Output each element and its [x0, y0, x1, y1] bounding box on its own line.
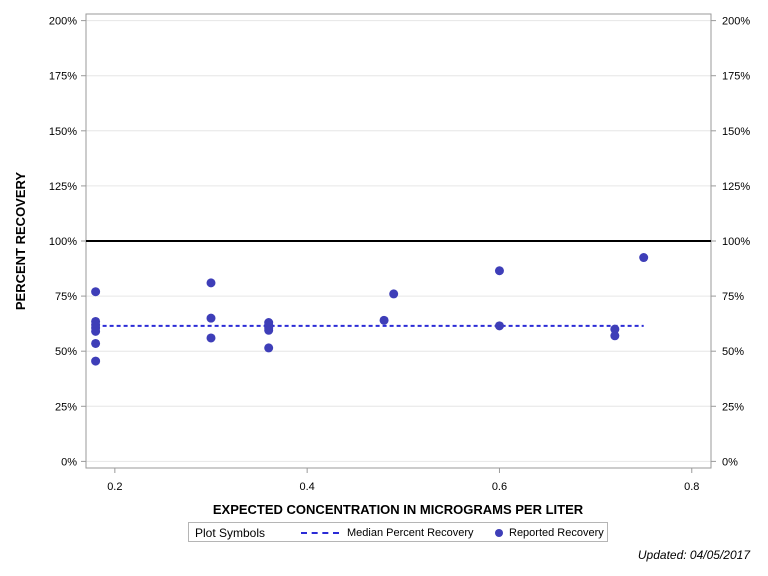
legend-reported-swatch — [495, 529, 503, 537]
y-tick-label-right: 175% — [722, 71, 750, 83]
x-tick-label: 0.8 — [684, 481, 699, 493]
y-tick-label-left: 100% — [49, 236, 77, 248]
y-axis-title: PERCENT RECOVERY — [13, 172, 28, 311]
legend-median-label: Median Percent Recovery — [347, 527, 474, 539]
y-tick-label-right: 150% — [722, 126, 750, 138]
x-tick-label: 0.2 — [107, 481, 122, 493]
y-tick-label-left: 150% — [49, 126, 77, 138]
legend-reported-label: Reported Recovery — [509, 527, 604, 539]
data-point — [494, 266, 504, 276]
updated-date: Updated: 04/05/2017 — [637, 548, 750, 562]
data-point — [494, 321, 504, 331]
data-point — [206, 278, 216, 288]
y-tick-label-right: 200% — [722, 16, 750, 28]
x-axis-title: EXPECTED CONCENTRATION IN MICROGRAMS PER… — [213, 502, 584, 517]
legend: Plot Symbols Median Percent Recovery Rep… — [188, 522, 608, 542]
y-tick-label-left: 25% — [55, 401, 77, 413]
y-tick-label-left: 175% — [49, 71, 77, 83]
y-tick-label-left: 75% — [55, 291, 77, 303]
data-point — [379, 315, 389, 325]
data-point — [91, 287, 101, 297]
data-point — [206, 313, 216, 323]
data-point — [389, 289, 399, 299]
data-point — [91, 356, 101, 366]
data-point — [264, 343, 274, 353]
y-tick-label-left: 200% — [49, 16, 77, 28]
data-point — [610, 324, 620, 334]
data-point — [91, 338, 101, 348]
y-tick-label-right: 125% — [722, 181, 750, 193]
data-point — [639, 253, 649, 263]
data-point — [264, 325, 274, 335]
y-tick-label-left: 125% — [49, 181, 77, 193]
x-tick-label: 0.6 — [492, 481, 507, 493]
y-tick-label-left: 0% — [61, 456, 77, 468]
y-tick-label-right: 0% — [722, 456, 738, 468]
data-point — [91, 326, 101, 336]
legend-title: Plot Symbols — [195, 526, 266, 540]
points-layer — [91, 253, 649, 366]
y-tick-label-left: 50% — [55, 346, 77, 358]
x-tick-label: 0.4 — [300, 481, 315, 493]
data-point — [206, 333, 216, 343]
y-tick-label-right: 100% — [722, 236, 750, 248]
axes-layer: 0% 0% 25% 25% 50% 50% 75% 75% 100% 100% 125% 125% 15… — [49, 16, 750, 493]
y-tick-label-right: 50% — [722, 346, 744, 358]
legend-median-swatch — [301, 532, 339, 534]
y-tick-label-right: 25% — [722, 401, 744, 413]
y-tick-label-right: 75% — [722, 291, 744, 303]
data-point — [610, 331, 620, 341]
